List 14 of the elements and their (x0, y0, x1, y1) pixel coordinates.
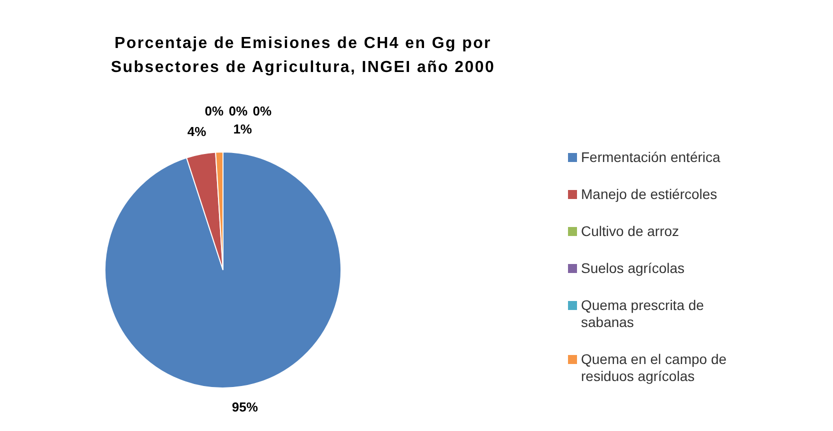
legend-label: Quema prescrita de sabanas (581, 296, 704, 330)
text: 0% (204, 104, 224, 119)
data-label: 4% (187, 124, 207, 139)
data-label: 1% (233, 122, 252, 137)
legend-label: Fermentación entérica (581, 148, 721, 165)
chart-title: Porcentaje de Emisiones de CH4 en Gg por Subsectores de Agricultura, INGEI año 2000 (110, 35, 496, 76)
text: 0% (228, 104, 248, 119)
legend-label: Cultivo de arroz (581, 222, 680, 239)
data-label: 95% (232, 400, 258, 415)
text: 0% (252, 104, 272, 119)
pie-slice (104, 152, 342, 388)
legend-label: Suelos agrícolas (581, 260, 685, 276)
legend-label: Quema en el campo de residuos agrícolas (581, 350, 727, 384)
legend-label: Manejo de estiércoles (581, 186, 718, 202)
